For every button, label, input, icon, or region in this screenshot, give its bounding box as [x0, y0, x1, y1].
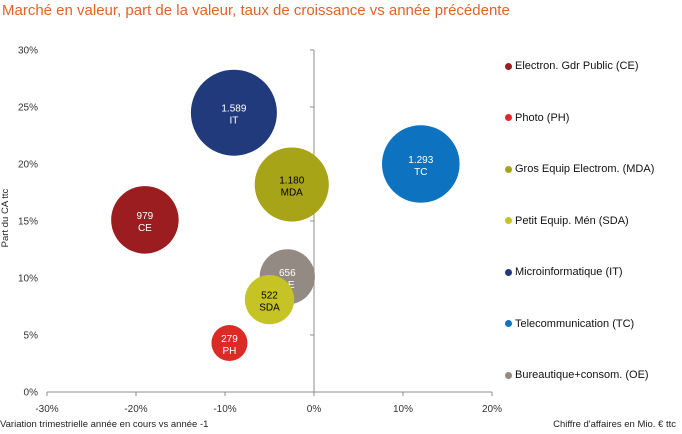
size-axis-label: Chiffre d'affaires en Mio. € ttc	[553, 419, 676, 430]
bubble-code-label: MDA	[281, 188, 304, 199]
y-tick-label: 10%	[18, 274, 38, 285]
bubble-value-label: 1.180	[279, 176, 304, 187]
y-tick-label: 5%	[24, 331, 39, 342]
x-tick-label: 20%	[482, 404, 502, 415]
legend-dot-icon	[505, 62, 512, 70]
bubble-value-label: 979	[137, 211, 154, 222]
x-tick-label: -20%	[124, 404, 147, 415]
legend-label: Electron. Gdr Public (CE)	[515, 60, 639, 72]
legend-label: Microinformatique (IT)	[515, 266, 623, 278]
bubble-ce	[111, 186, 179, 254]
bubble-code-label: TC	[414, 167, 427, 178]
bubble-value-label: 279	[221, 334, 238, 345]
bubble-code-label: CE	[138, 223, 152, 234]
bubble-sda	[244, 275, 295, 325]
bubble-mda	[254, 147, 329, 222]
bubble-it	[190, 69, 277, 156]
x-tick-label: -30%	[35, 404, 58, 415]
y-tick-label: 20%	[18, 160, 38, 171]
bubble-value-label: 656	[279, 268, 296, 279]
legend-label: Petit Equip. Mén (SDA)	[515, 214, 629, 227]
legend-item-ce: Electron. Gdr Public (CE)	[505, 60, 638, 72]
legend-dot-icon	[505, 268, 512, 276]
legend-item-tc: Telecommunication (TC)	[505, 318, 634, 330]
legend-dot-icon	[505, 165, 512, 173]
y-tick-label: 25%	[18, 103, 38, 114]
legend-dot-icon	[505, 114, 512, 121]
x-tick-label: 0%	[307, 404, 322, 415]
legend-item-oe: Bureautique+consom. (OE)	[505, 369, 649, 381]
bubble-value-label: 522	[261, 291, 278, 302]
bubble-code-label: IT	[229, 116, 238, 127]
legend-item-mda: Gros Equip Electrom. (MDA)	[505, 163, 654, 175]
legend-dot-icon	[505, 217, 512, 224]
legend-label: Bureautique+consom. (OE)	[515, 369, 649, 381]
y-tick-label: 30%	[18, 46, 38, 57]
x-tick-label: -10%	[213, 404, 236, 415]
y-tick-label: 15%	[18, 217, 38, 228]
y-axis-label: Part du CA ttc	[0, 188, 11, 247]
legend-label: Telecommunication (TC)	[515, 317, 635, 330]
legend-dot-icon	[505, 371, 512, 379]
bubble-tc	[382, 125, 460, 203]
chart-axes: 0% 5% 10% 15% 20% 25% 30% -30% -20% -10% 0% 10% 20%	[18, 46, 502, 416]
bubble-value-label: 1.293	[408, 155, 433, 166]
legend-dot-icon	[505, 320, 512, 327]
legend-label: Gros Equip Electrom. (MDA)	[515, 163, 655, 175]
x-tick-label: 10%	[393, 404, 413, 415]
bubble-ph	[211, 324, 248, 361]
legend-item-sda: Petit Equip. Mén (SDA)	[505, 215, 629, 227]
chart-bubbles: 1.589IT1.293TC1.180MDA979CE656OE522SDA27…	[111, 69, 460, 361]
chart-title: Marché en valeur, part de la valeur, tau…	[2, 2, 510, 19]
legend-item-ph: Photo (PH)	[505, 112, 569, 124]
x-axis-label: Variation trimestrielle année en cours v…	[0, 419, 208, 430]
legend-label: Photo (PH)	[515, 111, 570, 124]
y-tick-label: 0%	[24, 388, 39, 399]
bubble-value-label: 1.589	[221, 104, 246, 115]
legend-item-it: Microinformatique (IT)	[505, 266, 623, 278]
bubble-code-label: PH	[222, 346, 236, 357]
bubble-code-label: SDA	[259, 303, 280, 314]
